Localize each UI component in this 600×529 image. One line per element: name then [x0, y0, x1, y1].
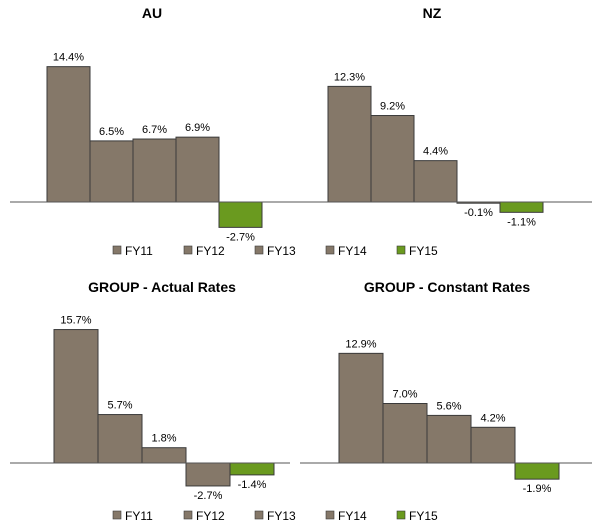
chart-title: GROUP - Actual Rates	[88, 279, 236, 295]
data-label: -1.9%	[523, 483, 552, 495]
bar-fy13	[132, 138, 177, 203]
chart-title: NZ	[423, 5, 442, 21]
data-label: 4.2%	[480, 412, 505, 424]
bar-fy11	[338, 352, 384, 464]
legend-label-fy15: FY15	[409, 509, 438, 523]
data-label: -2.7%	[226, 231, 255, 243]
data-label: 6.5%	[99, 126, 124, 138]
data-label: 1.8%	[151, 433, 176, 445]
data-label: 5.7%	[107, 400, 132, 412]
data-label: 14.4%	[53, 52, 84, 64]
data-label: 12.3%	[334, 71, 365, 83]
legend-label-fy12: FY12	[196, 244, 225, 258]
chart-title: GROUP - Constant Rates	[364, 279, 530, 295]
data-label: -0.1%	[464, 207, 493, 219]
bar-fy14	[470, 426, 516, 464]
legend-label-fy13: FY13	[267, 509, 296, 523]
data-label: 15.7%	[60, 315, 91, 327]
data-label: 9.2%	[380, 101, 405, 113]
bar-fy11	[327, 85, 372, 203]
bar-fy12	[370, 115, 415, 203]
legend-swatch-fy13	[254, 510, 264, 520]
legend-label-fy11: FY11	[125, 509, 153, 523]
legend-swatch-fy15	[396, 510, 406, 520]
bar-fy15	[218, 201, 263, 228]
legend-swatch-fy12	[183, 245, 193, 255]
legend-swatch-fy11	[112, 510, 122, 520]
data-label: 7.0%	[392, 389, 417, 401]
data-label: 6.9%	[185, 122, 210, 134]
legend-swatch-fy12	[183, 510, 193, 520]
legend-label-fy13: FY13	[267, 244, 296, 258]
data-label: -1.4%	[238, 479, 267, 491]
legend-swatch-fy11	[112, 245, 122, 255]
data-label: 12.9%	[345, 338, 376, 350]
legend-swatch-fy14	[325, 245, 335, 255]
legend-label-fy14: FY14	[338, 244, 367, 258]
bar-fy13	[426, 414, 472, 464]
legend-label-fy15: FY15	[409, 244, 438, 258]
data-label: -1.1%	[507, 216, 536, 228]
bar-fy14	[175, 136, 220, 203]
data-label: -2.7%	[194, 490, 223, 502]
data-label: 4.4%	[423, 146, 448, 158]
legend-swatch-fy14	[325, 510, 335, 520]
bar-fy12	[382, 403, 428, 464]
bar-fy14	[185, 462, 231, 487]
data-label: 6.7%	[142, 124, 167, 136]
bar-fy12	[89, 140, 134, 203]
legend-label-fy14: FY14	[338, 509, 367, 523]
bar-fy12	[97, 414, 143, 464]
bar-fy13	[141, 447, 187, 464]
legend-swatch-fy13	[254, 245, 264, 255]
legend-label-fy11: FY11	[125, 244, 153, 258]
bar-fy15	[229, 462, 275, 476]
bar-fy15	[514, 462, 560, 480]
bar-fy13	[413, 160, 458, 203]
legend-label-fy12: FY12	[196, 509, 225, 523]
bar-fy11	[46, 66, 91, 203]
bar-fy11	[53, 329, 99, 464]
data-label: 5.6%	[436, 400, 461, 412]
legend-swatch-fy15	[396, 245, 406, 255]
chart-title: AU	[142, 5, 162, 21]
bar-fy15	[499, 201, 544, 213]
